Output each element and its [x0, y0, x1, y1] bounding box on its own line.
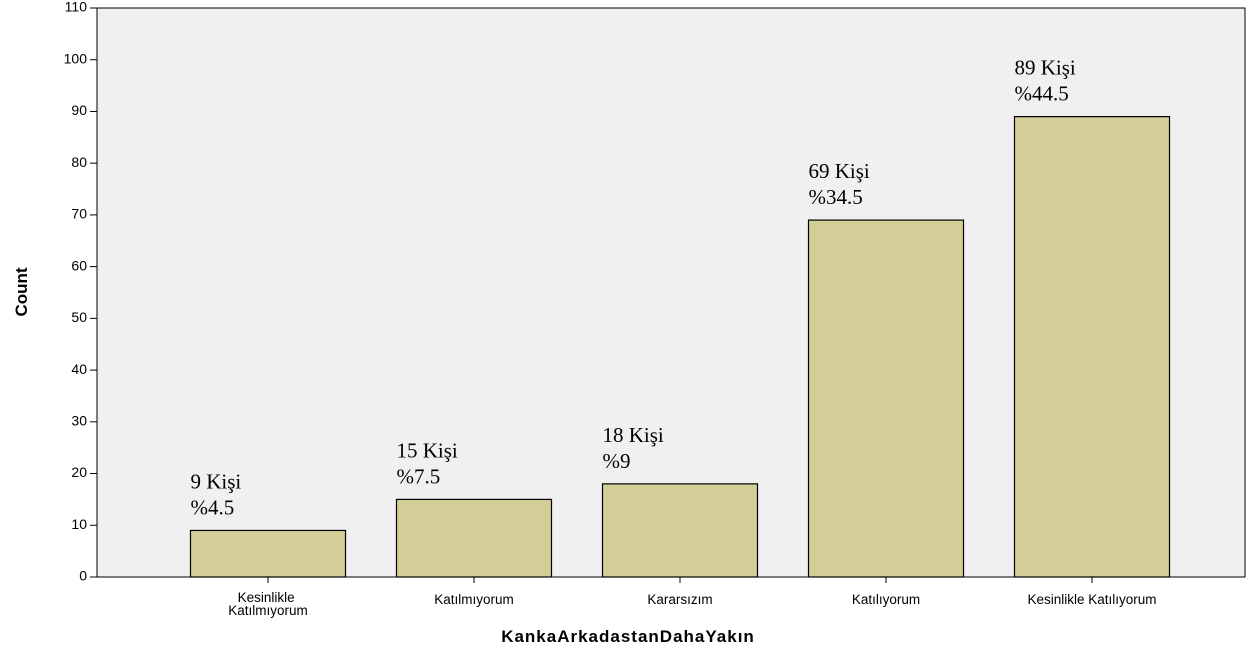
y-tick-label: 0: [79, 568, 87, 584]
x-tick-label: Katılmıyorum: [434, 592, 514, 607]
value-label: 69 Kişi: [809, 159, 870, 183]
bar: [1013, 116, 1171, 578]
y-tick-label: 50: [71, 309, 87, 325]
y-tick-label: 60: [71, 257, 87, 273]
y-tick-label: 30: [71, 413, 87, 429]
y-tick-label: 40: [71, 361, 87, 377]
value-label: 18 Kişi: [603, 423, 664, 447]
percent-label: %9: [603, 449, 631, 473]
bar: [189, 529, 347, 578]
y-axis-label: Count: [12, 267, 31, 316]
x-axis-label: KankaArkadastanDahaYakın: [501, 627, 755, 646]
bar: [601, 483, 759, 578]
y-tick-label: 100: [64, 50, 88, 66]
percent-label: %44.5: [1015, 82, 1069, 106]
value-label: 15 Kişi: [397, 438, 458, 462]
value-label: 89 Kişi: [1015, 56, 1076, 80]
percent-label: %7.5: [397, 464, 441, 488]
y-tick-label: 20: [71, 464, 87, 480]
x-tick-label: Katılıyorum: [852, 592, 920, 607]
y-tick-label: 90: [71, 102, 87, 118]
y-tick-label: 70: [71, 206, 87, 222]
bar: [807, 219, 965, 578]
percent-label: %34.5: [809, 185, 863, 209]
y-tick-label: 110: [65, 0, 88, 15]
y-tick-label: 80: [71, 154, 87, 170]
percent-label: %4.5: [191, 495, 235, 519]
x-tick-label: Kararsızım: [647, 592, 712, 607]
x-tick-label: Kesinlikle Katılmıyorum: [228, 590, 308, 618]
value-label: 9 Kişi: [191, 469, 242, 493]
bar: [395, 498, 553, 578]
x-tick-label: Kesinlikle Katılıyorum: [1027, 592, 1156, 607]
y-tick-label: 10: [71, 516, 87, 532]
